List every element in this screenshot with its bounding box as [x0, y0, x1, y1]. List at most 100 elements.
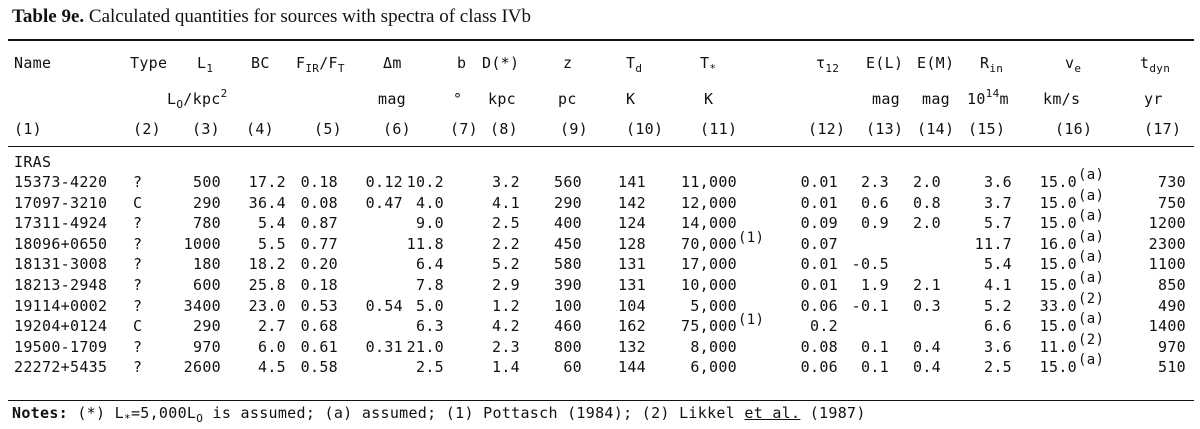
- ve-note: (a): [1078, 208, 1105, 224]
- cell-rin: 4.1: [984, 276, 1012, 294]
- cell-ve: 15.0: [1039, 276, 1077, 294]
- cell-tau: 0.06: [800, 358, 838, 376]
- cell-type: C: [133, 317, 143, 335]
- cell-ve: 15.0: [1039, 358, 1077, 376]
- header-fir-ft: FIR/FT: [296, 54, 345, 75]
- cell-type: ?: [133, 235, 143, 253]
- header-td: Td: [626, 54, 643, 75]
- cell-el: 0.9: [861, 214, 889, 232]
- column-number: (1): [14, 120, 42, 138]
- cell-el: 0.6: [861, 194, 889, 212]
- cell-fir: 0.68: [300, 317, 338, 335]
- cell-td: 128: [618, 235, 646, 253]
- ve-note: (a): [1078, 229, 1105, 245]
- cell-tdyn: 970: [1158, 338, 1186, 356]
- cell-dm: 0.12: [365, 173, 403, 191]
- cell-tdyn: 730: [1158, 173, 1186, 191]
- cell-z: 580: [554, 255, 582, 273]
- cell-z: 800: [554, 338, 582, 356]
- header-ve-unit: km/s: [1043, 90, 1081, 108]
- cell-ve: 33.0: [1039, 297, 1077, 315]
- cell-tstar: 8,000: [690, 338, 737, 356]
- cell-l: 500: [193, 173, 221, 191]
- header-z-unit: pc: [558, 90, 577, 108]
- bottom-rule: [8, 400, 1194, 401]
- cell-tau: 0.01: [800, 173, 838, 191]
- cell-bc: 4.5: [258, 358, 286, 376]
- cell-d: 5.2: [492, 255, 520, 273]
- cell-em: 2.0: [913, 173, 941, 191]
- cell-rin: 3.6: [984, 173, 1012, 191]
- cell-bc: 2.7: [258, 317, 286, 335]
- header-rin: Rin: [980, 54, 1004, 75]
- cell-ve: 15.0: [1039, 194, 1077, 212]
- header-bc: BC: [251, 54, 270, 72]
- cell-tau: 0.06: [800, 297, 838, 315]
- column-number: (4): [246, 120, 274, 138]
- cell-b: 2.5: [416, 358, 444, 376]
- cell-l: 290: [193, 194, 221, 212]
- cell-z: 450: [554, 235, 582, 253]
- cell-name: 19114+0002: [14, 297, 108, 315]
- column-number: (15): [968, 120, 1006, 138]
- cell-type: ?: [133, 358, 143, 376]
- cell-d: 4.2: [492, 317, 520, 335]
- header-tdyn: tdyn: [1140, 54, 1171, 75]
- cell-l: 780: [193, 214, 221, 232]
- cell-tdyn: 750: [1158, 194, 1186, 212]
- header-tau: τ12: [816, 54, 840, 75]
- cell-l: 600: [193, 276, 221, 294]
- cell-bc: 6.0: [258, 338, 286, 356]
- cell-dm: 0.54: [365, 297, 403, 315]
- header-rin-unit: 1014m: [967, 87, 1009, 108]
- cell-rin: 2.5: [984, 358, 1012, 376]
- cell-tstar: 6,000: [690, 358, 737, 376]
- cell-fir: 0.08: [300, 194, 338, 212]
- cell-b: 6.3: [416, 317, 444, 335]
- cell-el: 0.1: [861, 358, 889, 376]
- cell-tau: 0.07: [800, 235, 838, 253]
- cell-type: ?: [133, 338, 143, 356]
- cell-name: 18131-3008: [14, 255, 108, 273]
- top-rule: [8, 39, 1194, 41]
- cell-name: 18213-2948: [14, 276, 108, 294]
- cell-d: 3.2: [492, 173, 520, 191]
- column-number: (9): [560, 120, 588, 138]
- cell-td: 131: [618, 276, 646, 294]
- cell-tdyn: 1200: [1148, 214, 1186, 232]
- cell-em: 2.0: [913, 214, 941, 232]
- column-number: (17): [1144, 120, 1182, 138]
- cell-td: 124: [618, 214, 646, 232]
- column-number: (14): [917, 120, 955, 138]
- header-type: Type: [130, 54, 168, 72]
- cell-rin: 5.4: [984, 255, 1012, 273]
- table-notes: Notes: (*) L*=5,000LO is assumed; (a) as…: [12, 404, 866, 425]
- header-el-unit: mag: [872, 90, 900, 108]
- ve-note: (a): [1078, 167, 1105, 183]
- cell-td: 104: [618, 297, 646, 315]
- header-l-unit: LO/kpc2: [167, 87, 228, 111]
- cell-name: 15373-4220: [14, 173, 108, 191]
- header-d-unit: kpc: [488, 90, 516, 108]
- cell-bc: 17.2: [248, 173, 286, 191]
- cell-fir: 0.20: [300, 255, 338, 273]
- cell-type: ?: [133, 255, 143, 273]
- cell-ve: 16.0: [1039, 235, 1077, 253]
- cell-tstar: 14,000: [681, 214, 737, 232]
- cell-l: 180: [193, 255, 221, 273]
- cell-ve: 15.0: [1039, 173, 1077, 191]
- cell-l: 1000: [183, 235, 221, 253]
- cell-td: 162: [618, 317, 646, 335]
- cell-fir: 0.18: [300, 173, 338, 191]
- column-number: (3): [192, 120, 220, 138]
- cell-name: 19204+0124: [14, 317, 108, 335]
- tstar-note: (1): [738, 230, 765, 246]
- column-number: (5): [314, 120, 342, 138]
- cell-b: 9.0: [416, 214, 444, 232]
- cell-em: 2.1: [913, 276, 941, 294]
- column-number: (12): [808, 120, 846, 138]
- table-caption: Table 9e. Calculated quantities for sour…: [12, 6, 531, 28]
- cell-td: 131: [618, 255, 646, 273]
- header-tstar-unit: K: [704, 90, 714, 108]
- cell-b: 5.0: [416, 297, 444, 315]
